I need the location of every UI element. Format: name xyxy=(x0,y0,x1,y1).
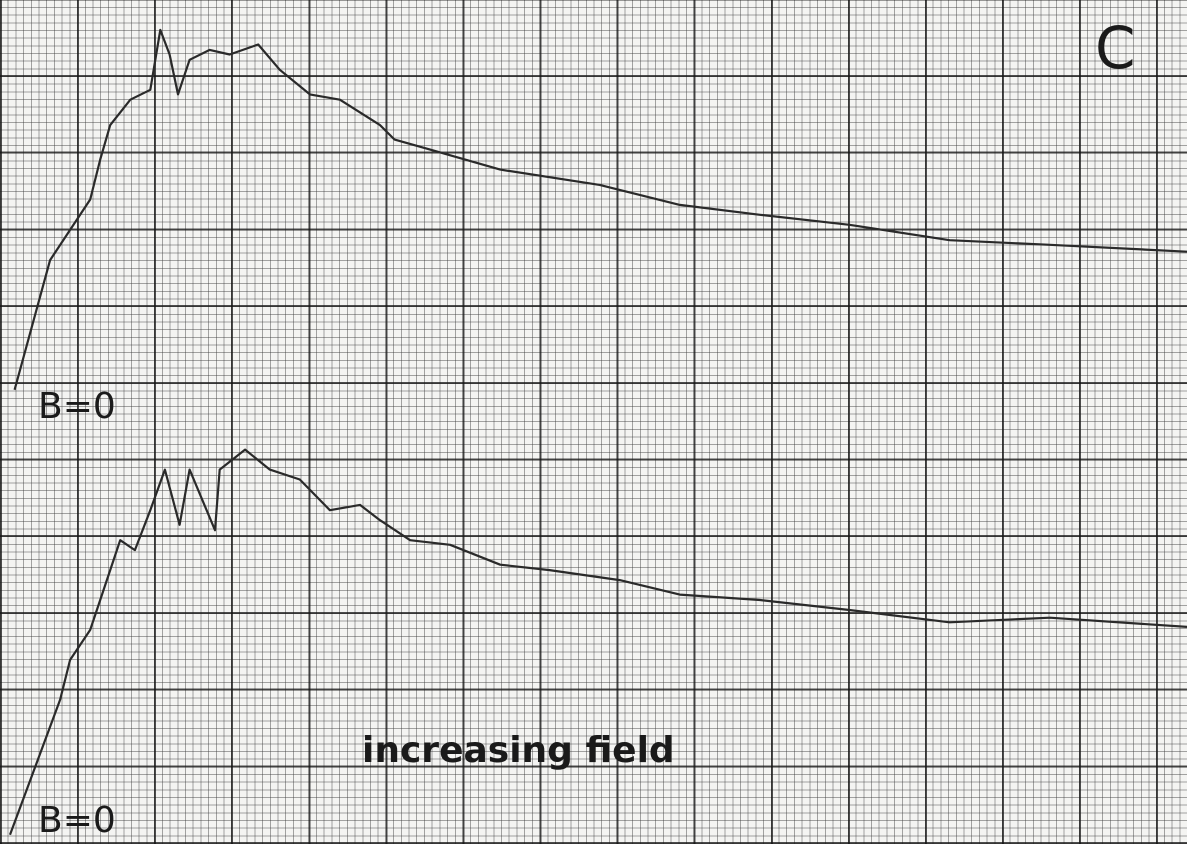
graph-paper: B=0 B=0 increasing field C xyxy=(0,0,1187,844)
trace xyxy=(15,30,1187,390)
annotation: C xyxy=(1095,14,1136,82)
annotation: B=0 xyxy=(38,800,116,841)
annotation: increasing field xyxy=(362,730,675,771)
chart: B=0 B=0 increasing field C xyxy=(0,0,1187,844)
annotation: B=0 xyxy=(38,386,116,427)
trace xyxy=(10,450,1187,835)
